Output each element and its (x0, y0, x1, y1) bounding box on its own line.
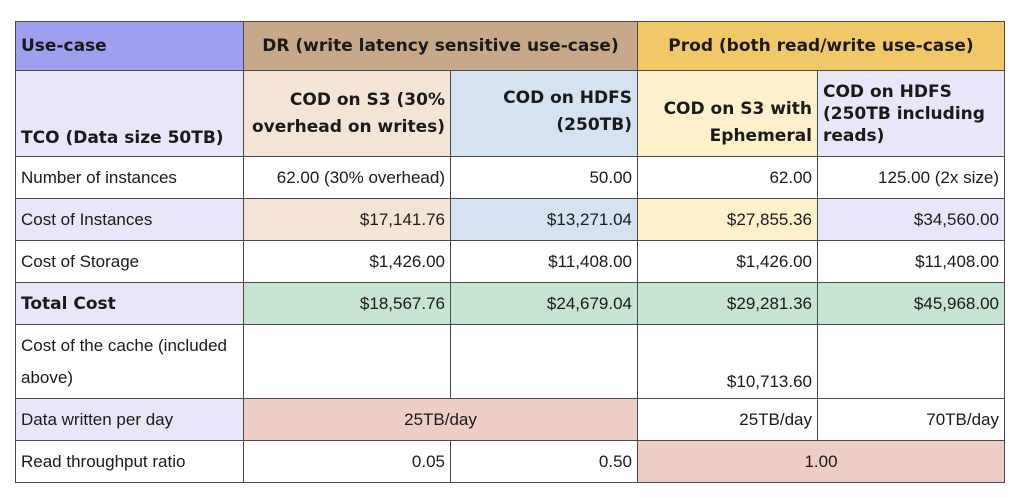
cell-prod-s3: 25TB/day (637, 398, 818, 441)
cell-dr-hdfs (450, 324, 638, 399)
cell-prod-s3: $27,855.36 (637, 198, 818, 241)
read-ratio-row: Read throughput ratio 0.05 0.50 1.00 (15, 440, 1005, 483)
cell-dr-s3: 0.05 (243, 440, 451, 483)
tco-label: TCO (Data size 50TB) (15, 70, 244, 157)
cell-dr-hdfs: $13,271.04 (450, 198, 638, 241)
prod-s3-header: COD on S3 with Ephemeral (637, 70, 818, 157)
cell-dr-s3 (243, 324, 451, 399)
row-label: Read throughput ratio (15, 440, 244, 483)
use-case-header: Use-case (15, 21, 244, 71)
cost-storage-row: Cost of Storage $1,426.00 $11,408.00 $1,… (15, 240, 1005, 283)
cell-dr-s3: 62.00 (30% overhead) (243, 156, 451, 199)
prod-header: Prod (both read/write use-case) (637, 21, 1005, 71)
row-label: Cost of Storage (15, 240, 244, 283)
dr-s3-header: COD on S3 (30% overhead on writes) (243, 70, 451, 157)
cell-dr-s3: $1,426.00 (243, 240, 451, 283)
dr-hdfs-header: COD on HDFS (250TB) (450, 70, 638, 157)
cell-prod-hdfs: 70TB/day (817, 398, 1005, 441)
cell-dr-s3: $17,141.76 (243, 198, 451, 241)
cell-prod-hdfs: $45,968.00 (817, 282, 1005, 325)
tco-table: Use-case DR (write latency sensitive use… (15, 21, 1005, 483)
header-row: Use-case DR (write latency sensitive use… (15, 21, 1005, 71)
total-cost-row: Total Cost $18,567.76 $24,679.04 $29,281… (15, 282, 1005, 325)
cell-prod-hdfs: $34,560.00 (817, 198, 1005, 241)
cell-dr-s3: $18,567.76 (243, 282, 451, 325)
row-label: Total Cost (15, 282, 244, 325)
dr-header: DR (write latency sensitive use-case) (243, 21, 638, 71)
row-label: Number of instances (15, 156, 244, 199)
cell-dr: 25TB/day (243, 398, 638, 441)
cost-instances-row: Cost of Instances $17,141.76 $13,271.04 … (15, 198, 1005, 241)
cell-prod-hdfs (817, 324, 1005, 399)
cell-dr-hdfs: $24,679.04 (450, 282, 638, 325)
cell-dr-hdfs: $11,408.00 (450, 240, 638, 283)
cell-dr-hdfs: 0.50 (450, 440, 638, 483)
cell-prod-s3: $1,426.00 (637, 240, 818, 283)
cell-prod-hdfs: $11,408.00 (817, 240, 1005, 283)
cell-prod-hdfs: 125.00 (2x size) (817, 156, 1005, 199)
row-label: Data written per day (15, 398, 244, 441)
instances-row: Number of instances 62.00 (30% overhead)… (15, 156, 1005, 199)
subheader-row: TCO (Data size 50TB) COD on S3 (30% over… (15, 70, 1005, 157)
cache-row: Cost of the cache (included above) $10,7… (15, 324, 1005, 399)
written-row: Data written per day 25TB/day 25TB/day 7… (15, 398, 1005, 441)
cell-prod-s3: $10,713.60 (637, 324, 818, 399)
row-label: Cost of the cache (included above) (15, 324, 244, 399)
prod-hdfs-header: COD on HDFS (250TB including reads) (817, 70, 1005, 157)
cell-prod-s3: 62.00 (637, 156, 818, 199)
cell-prod: 1.00 (637, 440, 1005, 483)
cell-dr-hdfs: 50.00 (450, 156, 638, 199)
cell-prod-s3: $29,281.36 (637, 282, 818, 325)
row-label: Cost of Instances (15, 198, 244, 241)
